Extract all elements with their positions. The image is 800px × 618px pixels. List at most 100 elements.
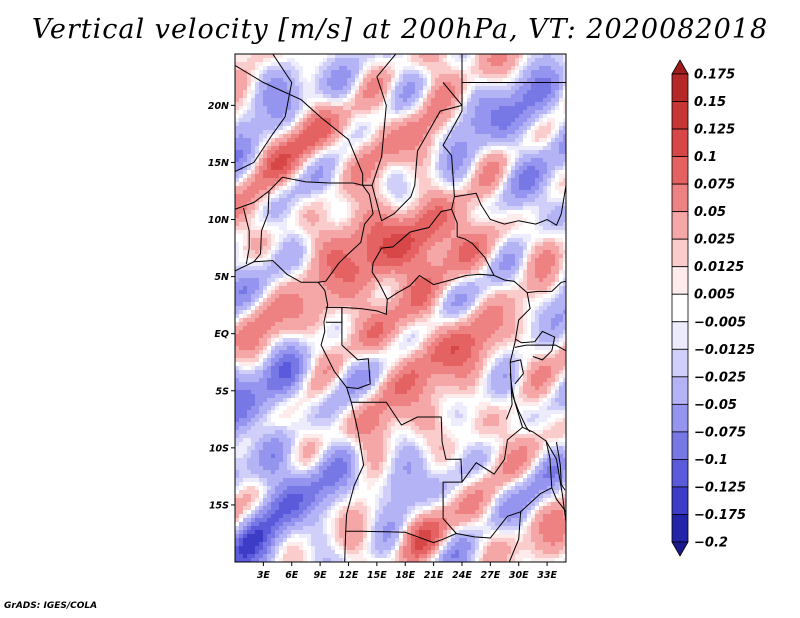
- field-cell: [363, 94, 368, 99]
- field-cell: [439, 62, 444, 67]
- field-cell: [435, 278, 440, 283]
- field-cell: [243, 134, 248, 139]
- field-cell: [395, 234, 400, 239]
- field-cell: [339, 90, 344, 95]
- field-cell: [539, 102, 544, 107]
- field-cell: [459, 90, 464, 95]
- field-cell: [279, 170, 284, 175]
- field-cell: [311, 110, 316, 115]
- field-cell: [299, 230, 304, 235]
- field-cell: [439, 262, 444, 267]
- field-cell: [559, 206, 564, 211]
- field-cell: [275, 218, 280, 223]
- field-cell: [443, 250, 448, 255]
- field-cell: [503, 246, 508, 251]
- field-cell: [375, 126, 380, 131]
- field-cell: [375, 150, 380, 155]
- field-cell: [547, 234, 552, 239]
- field-cell: [531, 190, 536, 195]
- field-cell: [459, 126, 464, 131]
- field-cell: [279, 114, 284, 119]
- field-cell: [423, 102, 428, 107]
- field-cell: [331, 194, 336, 199]
- field-cell: [271, 130, 276, 135]
- field-cell: [267, 86, 272, 91]
- field-cell: [239, 150, 244, 155]
- field-cell: [535, 146, 540, 151]
- field-cell: [527, 98, 532, 103]
- field-cell: [363, 230, 368, 235]
- field-cell: [363, 146, 368, 151]
- field-cell: [563, 134, 566, 139]
- field-cell: [403, 126, 408, 131]
- field-cell: [427, 86, 432, 91]
- field-cell: [415, 118, 420, 123]
- field-cell: [235, 282, 240, 287]
- field-cell: [507, 134, 512, 139]
- field-cell: [475, 114, 480, 119]
- field-cell: [523, 238, 528, 243]
- field-cell: [511, 94, 516, 99]
- field-cell: [475, 262, 480, 267]
- field-cell: [295, 78, 300, 83]
- field-cell: [295, 242, 300, 247]
- field-cell: [455, 110, 460, 115]
- field-cell: [427, 206, 432, 211]
- field-cell: [287, 106, 292, 111]
- field-cell: [455, 218, 460, 223]
- field-cell: [351, 158, 356, 163]
- field-cell: [335, 270, 340, 275]
- field-cell: [255, 178, 260, 183]
- field-cell: [483, 286, 488, 291]
- field-cell: [431, 254, 436, 259]
- field-cell: [419, 86, 424, 91]
- field-cell: [239, 294, 244, 299]
- field-cell: [263, 162, 268, 167]
- field-cell: [403, 138, 408, 143]
- field-cell: [395, 102, 400, 107]
- field-cell: [379, 102, 384, 107]
- field-cell: [487, 282, 492, 287]
- field-cell: [511, 74, 516, 79]
- field-cell: [243, 82, 248, 87]
- field-cell: [519, 94, 524, 99]
- field-cell: [523, 242, 528, 247]
- field-cell: [375, 182, 380, 187]
- field-cell: [243, 146, 248, 151]
- field-cell: [539, 122, 544, 127]
- field-cell: [519, 178, 524, 183]
- field-cell: [279, 106, 284, 111]
- field-cell: [243, 154, 248, 159]
- field-cell: [435, 54, 440, 59]
- field-cell: [419, 110, 424, 115]
- field-cell: [391, 266, 396, 271]
- field-cell: [515, 290, 520, 295]
- field-cell: [387, 118, 392, 123]
- field-cell: [287, 226, 292, 231]
- field-cell: [395, 278, 400, 283]
- field-cell: [507, 202, 512, 207]
- field-cell: [547, 206, 552, 211]
- field-cell: [479, 154, 484, 159]
- field-cell: [387, 58, 392, 63]
- field-cell: [259, 74, 264, 79]
- field-cell: [387, 186, 392, 191]
- field-cell: [379, 162, 384, 167]
- field-cell: [359, 206, 364, 211]
- field-cell: [487, 230, 492, 235]
- field-cell: [255, 182, 260, 187]
- field-cell: [475, 134, 480, 139]
- field-cell: [399, 170, 404, 175]
- field-cell: [331, 226, 336, 231]
- field-cell: [291, 286, 296, 291]
- field-cell: [503, 90, 508, 95]
- field-cell: [363, 238, 368, 243]
- field-cell: [255, 238, 260, 243]
- field-cell: [515, 78, 520, 83]
- field-cell: [459, 86, 464, 91]
- field-cell: [323, 166, 328, 171]
- field-cell: [339, 222, 344, 227]
- field-cell: [407, 174, 412, 179]
- field-cell: [519, 222, 524, 227]
- field-cell: [423, 258, 428, 263]
